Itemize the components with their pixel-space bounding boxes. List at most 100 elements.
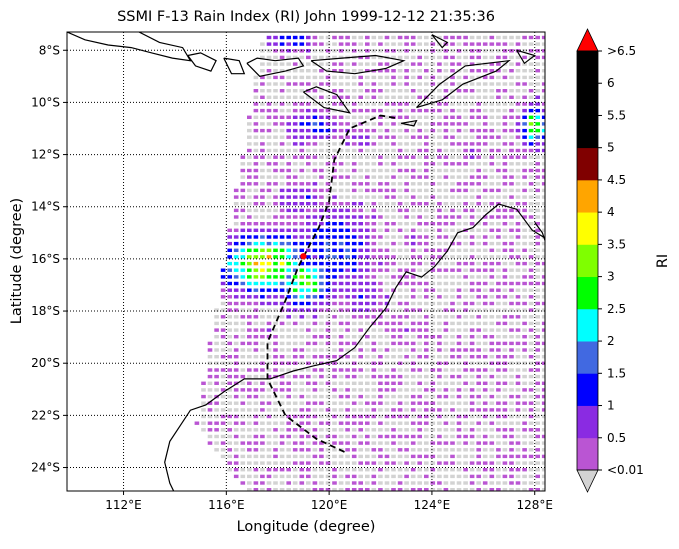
swath-cell: [515, 215, 521, 219]
swath-cell: [325, 381, 331, 385]
swath-cell: [410, 275, 416, 279]
swath-cell: [378, 268, 383, 272]
swath-cell: [410, 301, 416, 306]
swath-cell: [325, 388, 331, 392]
swath-cell: [266, 108, 272, 113]
swath-cell: [437, 441, 442, 445]
swath-cell: [482, 95, 488, 99]
swath-cell: [437, 295, 442, 299]
swath-cell: [292, 388, 298, 392]
swath-cell: [292, 75, 298, 80]
swath-cell: [279, 355, 285, 359]
swath-cell: [541, 168, 545, 173]
swath-cell: [391, 408, 396, 412]
swath-cell: [489, 182, 495, 186]
swath-cell: [509, 62, 514, 66]
swath-cell: [443, 281, 449, 286]
swath-cell: [450, 388, 455, 392]
swath-cell: [299, 394, 305, 399]
swath-cell: [535, 355, 540, 359]
swath-cell: [496, 108, 501, 113]
swath-cell: [345, 89, 350, 93]
swath-cell: [404, 261, 409, 266]
swath-cell: [437, 448, 442, 452]
swath-cell: [391, 202, 396, 206]
swath-cell: [496, 341, 501, 346]
swath-cell: [410, 355, 416, 359]
swath-cell: [535, 248, 540, 252]
swath-cell: [437, 335, 442, 339]
swath-cell: [220, 335, 226, 339]
swath-cell: [260, 261, 265, 266]
swath-cell: [247, 481, 252, 485]
swath-cell: [292, 308, 298, 312]
swath-cell: [496, 182, 501, 186]
swath-cell: [430, 341, 436, 346]
swath-cell: [351, 175, 357, 179]
swath-cell: [279, 168, 285, 173]
swath-cell: [384, 281, 390, 286]
swath-cell: [384, 348, 390, 352]
swath-cell: [332, 55, 337, 60]
swath-cell: [378, 89, 383, 93]
swath-cell: [266, 414, 272, 419]
swath-cell: [522, 355, 527, 359]
swath-cell: [378, 401, 383, 405]
swath-cell: [286, 388, 291, 392]
swath-cell: [273, 381, 278, 385]
swath-cell: [410, 142, 416, 146]
swath-cell: [371, 208, 377, 213]
swath-cell: [404, 401, 409, 405]
swath-cell: [384, 301, 390, 306]
swath-cell: [260, 188, 265, 193]
swath-cell: [410, 168, 416, 173]
swath-cell: [279, 255, 285, 259]
swath-cell: [391, 188, 396, 193]
coastline: [431, 34, 449, 49]
swath-cell: [430, 208, 436, 213]
swath-cell: [509, 122, 514, 126]
swath-cell: [227, 401, 232, 405]
swath-cell: [240, 235, 246, 239]
swath-cell: [338, 228, 344, 232]
swath-cell: [509, 301, 514, 306]
swath-cell: [253, 275, 259, 279]
swath-cell: [306, 301, 311, 306]
swath-cell: [266, 255, 272, 259]
swath-cell: [410, 89, 416, 93]
swath-cell: [515, 228, 521, 232]
swath-cell: [476, 474, 481, 479]
swath-cell: [489, 348, 495, 352]
swath-cell: [253, 355, 259, 359]
swath-cell: [279, 348, 285, 352]
swath-cell: [227, 255, 232, 259]
swath-cell: [535, 42, 540, 46]
swath-cell: [299, 421, 305, 425]
swath-cell: [351, 195, 357, 199]
swath-cell: [319, 368, 324, 372]
swath-cell: [286, 62, 291, 66]
swath-cell: [397, 414, 403, 419]
swath-cell: [496, 275, 501, 279]
swath-cell: [240, 341, 246, 346]
swath-cell: [332, 268, 337, 272]
swath-cell: [371, 95, 377, 99]
swath-cell: [522, 295, 527, 299]
swath-cell: [240, 248, 246, 252]
swath-cell: [482, 414, 488, 419]
swath-cell: [410, 148, 416, 153]
swath-cell: [365, 175, 370, 179]
swath-cell: [417, 355, 422, 359]
swath-cell: [509, 175, 514, 179]
swath-cell: [365, 208, 370, 213]
swath-cell: [279, 75, 285, 80]
swath-cell: [319, 188, 324, 193]
swath-cell: [240, 175, 246, 179]
swath-cell: [469, 401, 475, 405]
swath-cell: [528, 421, 534, 425]
swath-cell: [522, 188, 527, 193]
swath-cell: [365, 135, 370, 139]
swath-cell: [325, 468, 331, 472]
swath-cell: [260, 162, 265, 166]
swath-cell: [365, 108, 370, 113]
